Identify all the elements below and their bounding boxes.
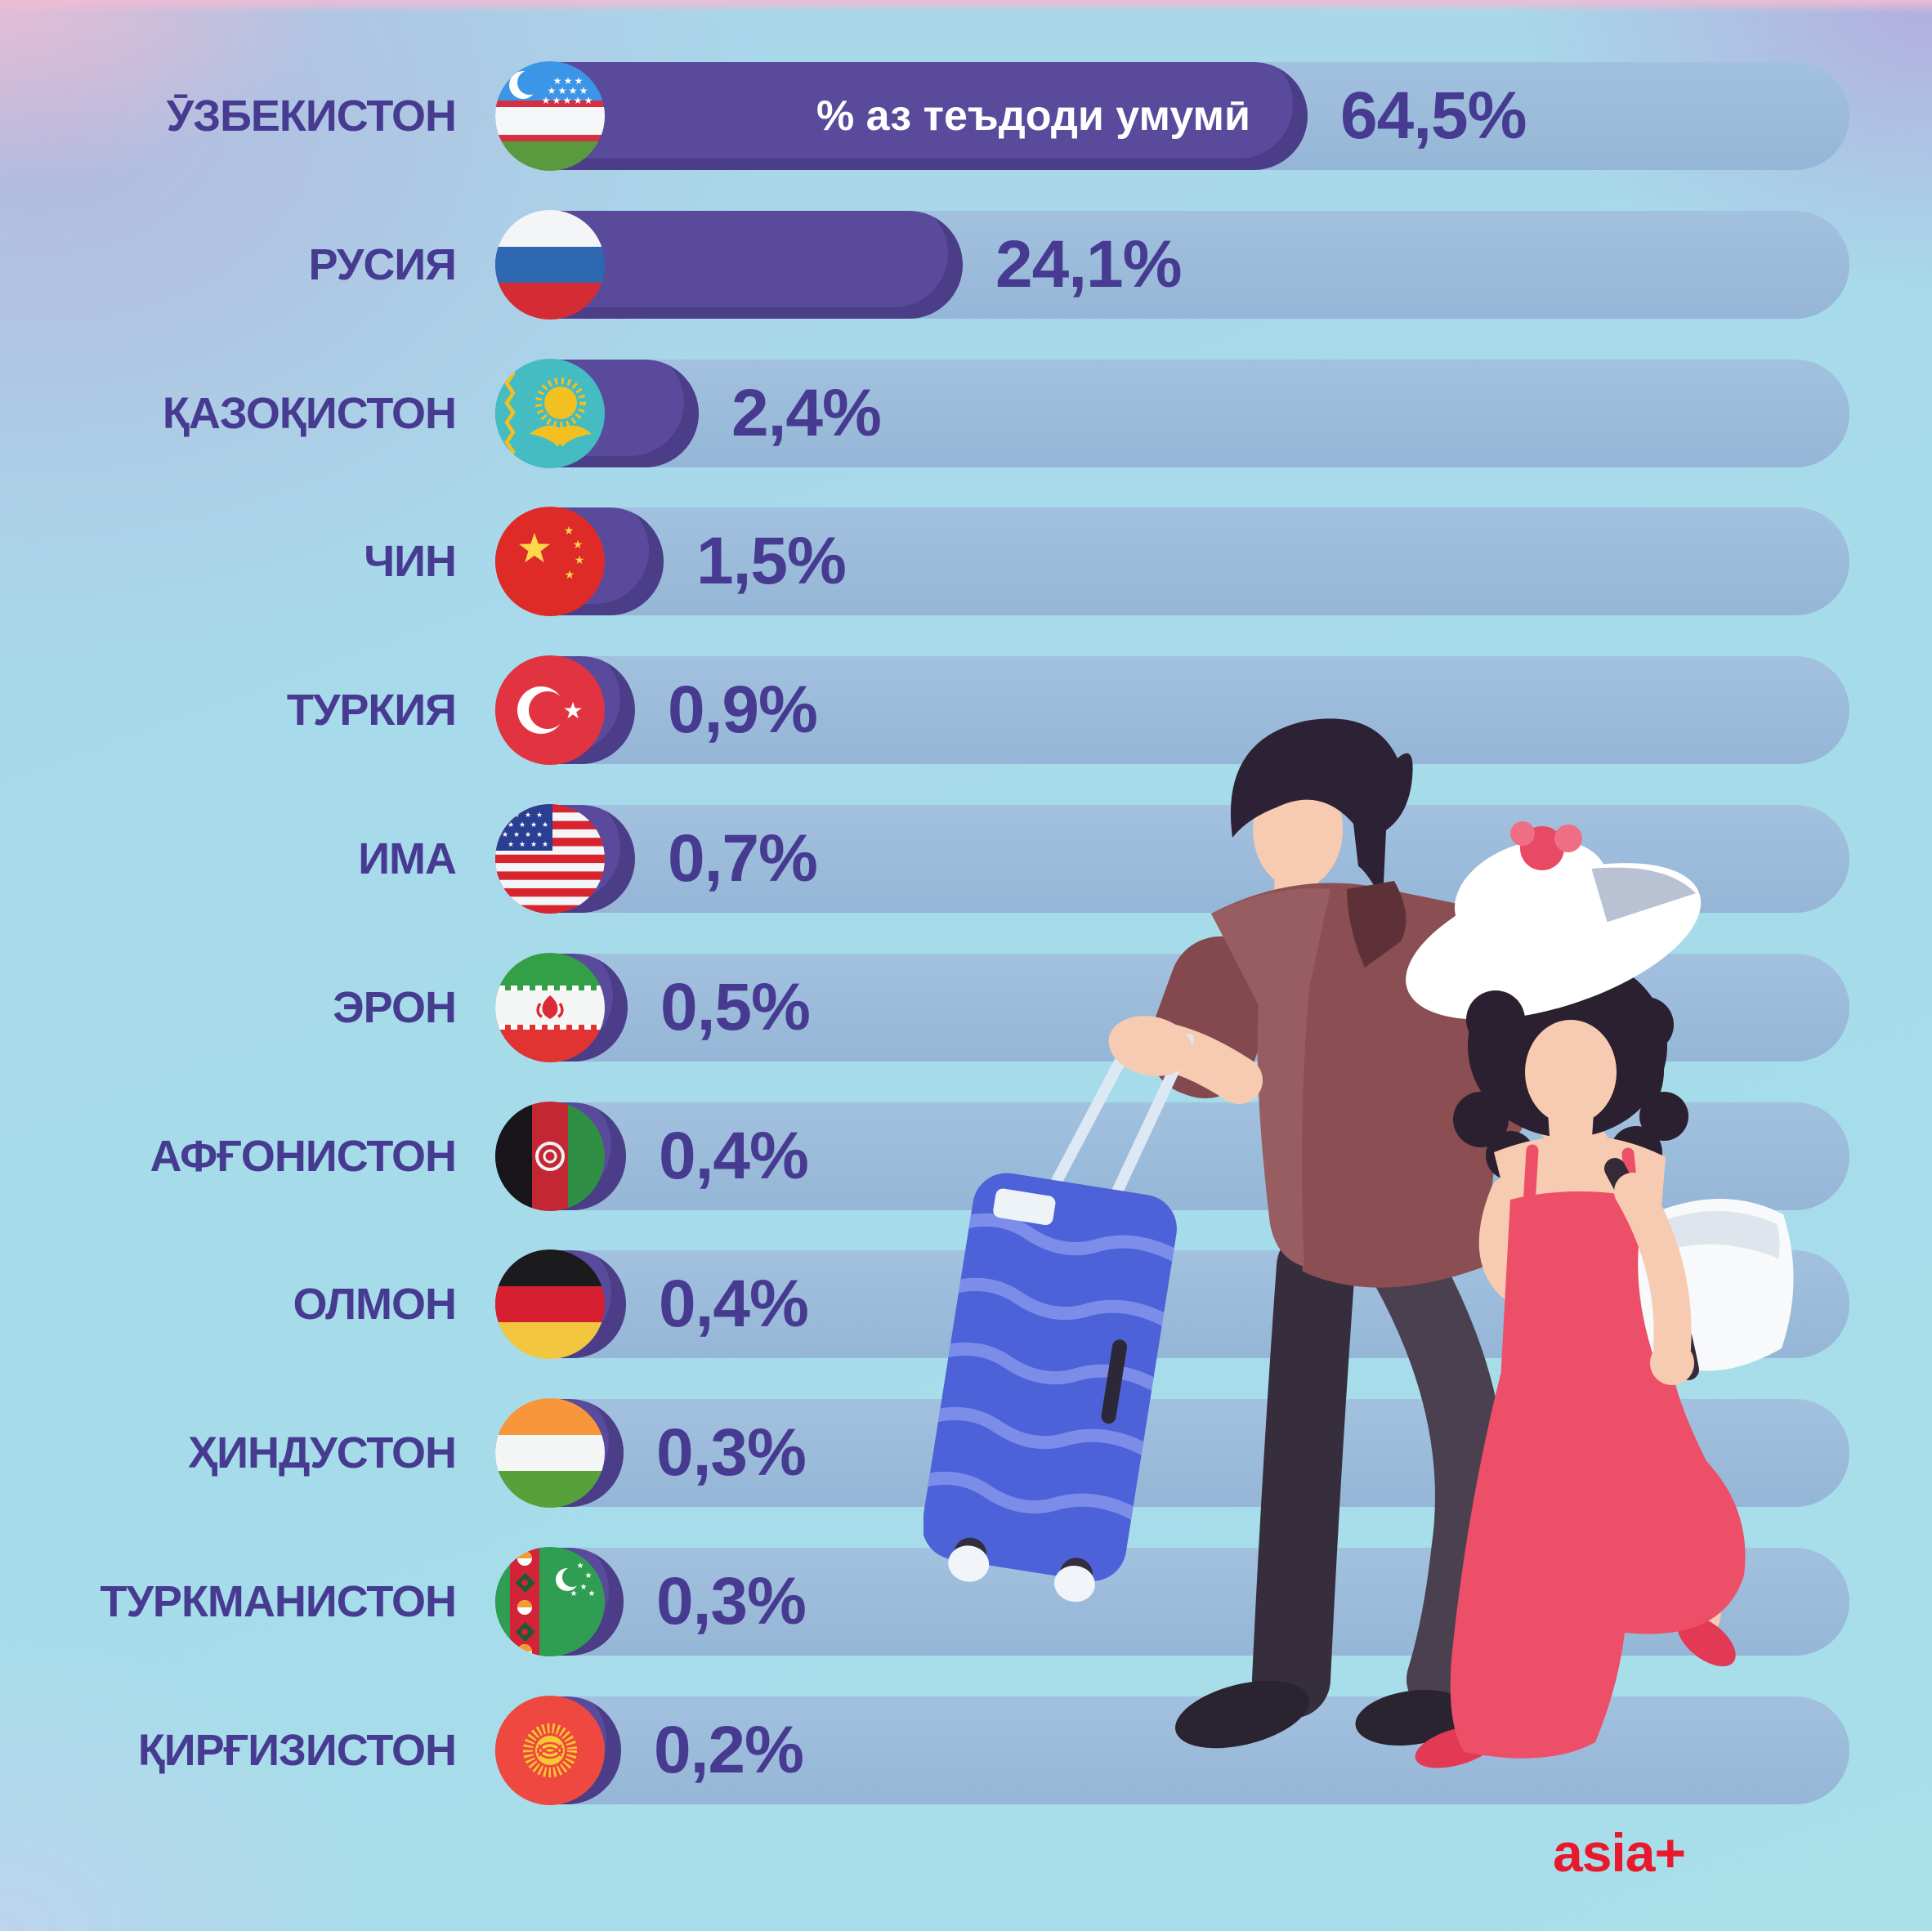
unit-pill-label: % аз теъдоди умумӣ bbox=[816, 92, 1250, 140]
svg-text:★: ★ bbox=[574, 95, 583, 106]
flag-kazakhstan-icon bbox=[495, 358, 605, 468]
value-label: 0,4% bbox=[659, 1267, 809, 1342]
country-label: ӮЗБЕКИСТОН bbox=[166, 92, 457, 141]
flag-afghanistan-icon bbox=[495, 1101, 605, 1211]
svg-text:★: ★ bbox=[508, 841, 514, 849]
value-label: 0,9% bbox=[668, 673, 818, 748]
country-label: ҲИНДУСТОН bbox=[188, 1428, 457, 1478]
country-label: ҚИРҒИЗИСТОН bbox=[137, 1725, 457, 1775]
flag-kyrgyzstan-icon bbox=[495, 1695, 605, 1805]
svg-text:★: ★ bbox=[570, 1589, 578, 1598]
country-label: ЧИН bbox=[364, 537, 457, 587]
svg-text:★: ★ bbox=[536, 831, 543, 839]
svg-text:★: ★ bbox=[575, 554, 585, 567]
flag-uzbekistan-icon: ★ ★ ★ ★ ★ ★ ★ ★ ★ ★ ★ ★ bbox=[495, 61, 605, 171]
svg-text:★: ★ bbox=[519, 841, 525, 849]
chart-row: ТУРКИЯ ★ 0,9% bbox=[0, 655, 1932, 766]
svg-text:★: ★ bbox=[573, 539, 584, 552]
value-label: 0,3% bbox=[656, 1415, 807, 1491]
flag-russia-icon bbox=[495, 209, 605, 320]
svg-text:★: ★ bbox=[565, 569, 575, 582]
country-label: АФҒОНИСТОН bbox=[150, 1131, 457, 1181]
svg-text:★: ★ bbox=[536, 811, 543, 820]
chart-row: ҚИРҒИЗИСТОН 0,2% bbox=[0, 1695, 1932, 1805]
svg-text:★: ★ bbox=[562, 697, 583, 724]
value-label: 2,4% bbox=[731, 375, 882, 450]
value-label: 0,2% bbox=[654, 1712, 804, 1787]
travelers-couple-illustration bbox=[924, 718, 1794, 1768]
svg-text:★: ★ bbox=[564, 75, 573, 87]
svg-text:★: ★ bbox=[552, 95, 561, 106]
svg-text:★: ★ bbox=[580, 1583, 588, 1592]
bar-uzbekistan: % аз теъдоди умумӣ bbox=[495, 62, 1308, 170]
woman-figure bbox=[1406, 821, 1794, 1768]
svg-text:★: ★ bbox=[579, 85, 588, 96]
svg-text:★: ★ bbox=[542, 821, 548, 829]
svg-text:★: ★ bbox=[525, 831, 531, 839]
svg-text:★: ★ bbox=[542, 95, 551, 106]
svg-text:★: ★ bbox=[525, 811, 531, 820]
svg-text:★: ★ bbox=[513, 811, 520, 820]
svg-text:★: ★ bbox=[502, 831, 508, 839]
country-label: ҚАЗОҚИСТОН bbox=[162, 388, 457, 438]
svg-text:★: ★ bbox=[542, 841, 548, 849]
country-label: РУСИЯ bbox=[308, 239, 457, 289]
flag-iran-icon bbox=[495, 952, 605, 1062]
svg-text:★: ★ bbox=[563, 95, 572, 106]
value-label: 0,3% bbox=[656, 1564, 807, 1638]
flag-turkmenistan-icon: ★ ★ ★ ★ ★ bbox=[495, 1547, 605, 1656]
svg-text:★: ★ bbox=[508, 821, 514, 829]
svg-text:★: ★ bbox=[553, 75, 562, 87]
flag-turkey-icon: ★ bbox=[495, 655, 605, 766]
value-label: 24,1% bbox=[995, 226, 1183, 302]
chart-row: ҚАЗОҚИСТОН 2,4% bbox=[0, 358, 1932, 468]
chart-row: ЧИН ★ ★ ★ ★ 1,5% bbox=[0, 507, 1932, 617]
value-label: 0,7% bbox=[668, 821, 818, 896]
svg-text:★: ★ bbox=[585, 1571, 593, 1580]
svg-text:★: ★ bbox=[564, 525, 575, 538]
flag-usa-icon: ★ ★ ★ ★ ★ ★ ★ ★ ★ ★ ★ ★ ★ ★ ★ ★ bbox=[495, 804, 605, 914]
chart-row: ИМА ★ ★ ★ ★ ★ ★ ★ ★ ★ ★ ★ ★ ★ ★ ★ ★ 0,7% bbox=[0, 804, 1932, 914]
suitcase bbox=[924, 1173, 1182, 1602]
chart-row: РУСИЯ 24,1% bbox=[0, 209, 1932, 320]
svg-text:★: ★ bbox=[584, 95, 593, 106]
flag-china-icon: ★ ★ ★ ★ bbox=[495, 507, 605, 617]
svg-text:★: ★ bbox=[502, 811, 508, 820]
value-label: 0,5% bbox=[660, 969, 811, 1044]
country-label: ТУРКМАНИСТОН bbox=[100, 1577, 457, 1626]
chart-row: ӮЗБЕКИСТОН % аз теъдоди умумӣ ★ ★ ★ ★ ★ ★ ★ ★ ★ ★… bbox=[0, 61, 1932, 171]
flag-india-icon bbox=[495, 1398, 605, 1509]
bar-track bbox=[495, 656, 1849, 765]
country-label: ИМА bbox=[358, 834, 457, 883]
flag-germany-icon bbox=[495, 1249, 605, 1360]
value-label: 1,5% bbox=[696, 524, 847, 599]
asia-plus-logo: asia+ bbox=[1553, 1822, 1686, 1883]
svg-text:★: ★ bbox=[588, 1589, 596, 1598]
svg-text:★: ★ bbox=[548, 85, 557, 96]
country-label: ЭРОН bbox=[333, 982, 457, 1032]
value-label: 0,4% bbox=[659, 1118, 809, 1193]
bar-track bbox=[495, 507, 1849, 616]
svg-text:★: ★ bbox=[530, 841, 537, 849]
svg-text:★: ★ bbox=[530, 821, 537, 829]
svg-text:★: ★ bbox=[577, 1562, 584, 1571]
country-label: ОЛМОН bbox=[293, 1280, 457, 1330]
svg-text:★: ★ bbox=[519, 821, 525, 829]
svg-text:★: ★ bbox=[558, 85, 567, 96]
bar-track bbox=[495, 359, 1849, 467]
value-label: 64,5% bbox=[1340, 78, 1527, 153]
svg-text:★: ★ bbox=[575, 75, 584, 87]
bar-track bbox=[495, 1696, 1849, 1804]
svg-text:★: ★ bbox=[569, 85, 578, 96]
svg-text:★: ★ bbox=[513, 831, 520, 839]
country-label: ТУРКИЯ bbox=[286, 686, 457, 735]
